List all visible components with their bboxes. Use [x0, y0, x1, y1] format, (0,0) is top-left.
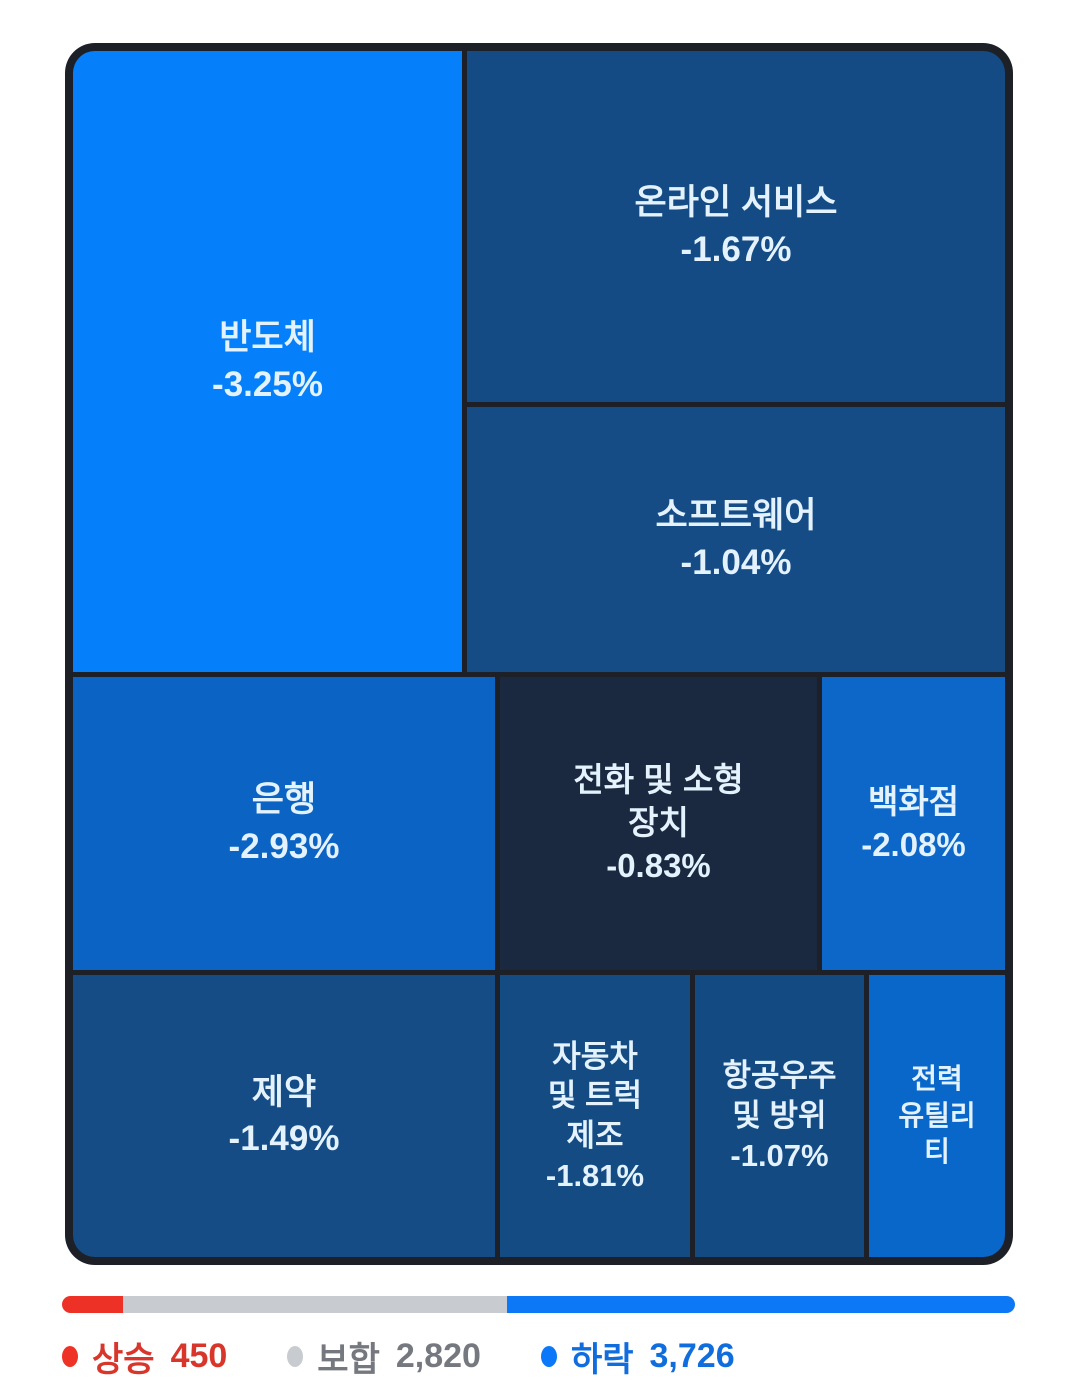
treemap-tile-auto-truck-manufacturing[interactable]: 자동차 및 트럭 제조 -1.81%	[500, 975, 690, 1257]
legend-item-unchanged: 보합 2,820	[287, 1332, 481, 1381]
legend-count: 2,820	[395, 1337, 481, 1375]
tile-percent: -1.04%	[680, 542, 792, 582]
treemap-tiles: 반도체 -3.25% 온라인 서비스 -1.67% 소프트웨어 -1.04% 은…	[73, 51, 1005, 1257]
treemap-tile-banks[interactable]: 은행 -2.93%	[73, 677, 495, 970]
breadth-legend: 상승 450 보합 2,820 하락 3,726	[62, 1332, 735, 1381]
tile-percent: -3.25%	[212, 364, 323, 404]
treemap-tile-electric-utilities[interactable]: 전력 유틸리 티	[869, 975, 1005, 1257]
legend-dot-down-icon	[540, 1346, 557, 1367]
treemap-tile-semiconductor[interactable]: 반도체 -3.25%	[73, 51, 462, 672]
legend-label: 보합	[317, 1341, 380, 1379]
tile-label: 은행	[251, 780, 317, 820]
legend-count: 450	[170, 1337, 228, 1375]
tile-label: 전화 및 소형 장치	[573, 761, 744, 842]
tile-label: 제약	[251, 1072, 317, 1112]
sector-treemap: 반도체 -3.25% 온라인 서비스 -1.67% 소프트웨어 -1.04% 은…	[65, 43, 1013, 1265]
breadth-bar-down-segment	[507, 1296, 1015, 1313]
tile-label: 항공우주 및 방위	[722, 1058, 837, 1134]
legend-label: 상승	[92, 1341, 155, 1379]
tile-label: 온라인 서비스	[634, 183, 838, 223]
tile-label: 전력 유틸리 티	[898, 1063, 976, 1168]
tile-percent: -1.67%	[680, 229, 792, 269]
treemap-tile-pharmaceuticals[interactable]: 제약 -1.49%	[73, 975, 495, 1257]
treemap-tile-online-services[interactable]: 온라인 서비스 -1.67%	[467, 51, 1005, 402]
tile-percent: -2.93%	[228, 826, 340, 866]
legend-count: 3,726	[649, 1337, 735, 1375]
breadth-bar-up-segment	[62, 1296, 124, 1313]
legend-item-advancers: 상승 450	[62, 1332, 227, 1381]
tile-label: 반도체	[219, 318, 316, 358]
treemap-tile-aerospace-defense[interactable]: 항공우주 및 방위 -1.07%	[695, 975, 864, 1257]
legend-dot-up-icon	[62, 1346, 78, 1367]
tile-label: 소프트웨어	[655, 496, 817, 536]
tile-percent: -1.07%	[730, 1137, 829, 1173]
tile-label: 백화점	[867, 782, 960, 820]
legend-dot-flat-icon	[287, 1346, 304, 1367]
tile-percent: -0.83%	[606, 846, 711, 884]
tile-label: 자동차 및 트럭 제조	[547, 1038, 643, 1153]
treemap-tile-software[interactable]: 소프트웨어 -1.04%	[467, 407, 1005, 672]
market-breadth-bar	[62, 1296, 1015, 1313]
tile-percent: -1.49%	[228, 1119, 340, 1158]
legend-item-decliners: 하락 3,726	[540, 1332, 735, 1381]
breadth-bar-flat-segment	[123, 1296, 508, 1313]
treemap-tile-department-stores[interactable]: 백화점 -2.08%	[822, 677, 1005, 970]
treemap-tile-phones-small-devices[interactable]: 전화 및 소형 장치 -0.83%	[500, 677, 817, 970]
legend-label: 하락	[570, 1341, 634, 1379]
tile-percent: -2.08%	[861, 825, 966, 863]
tile-percent: -1.81%	[545, 1157, 645, 1193]
